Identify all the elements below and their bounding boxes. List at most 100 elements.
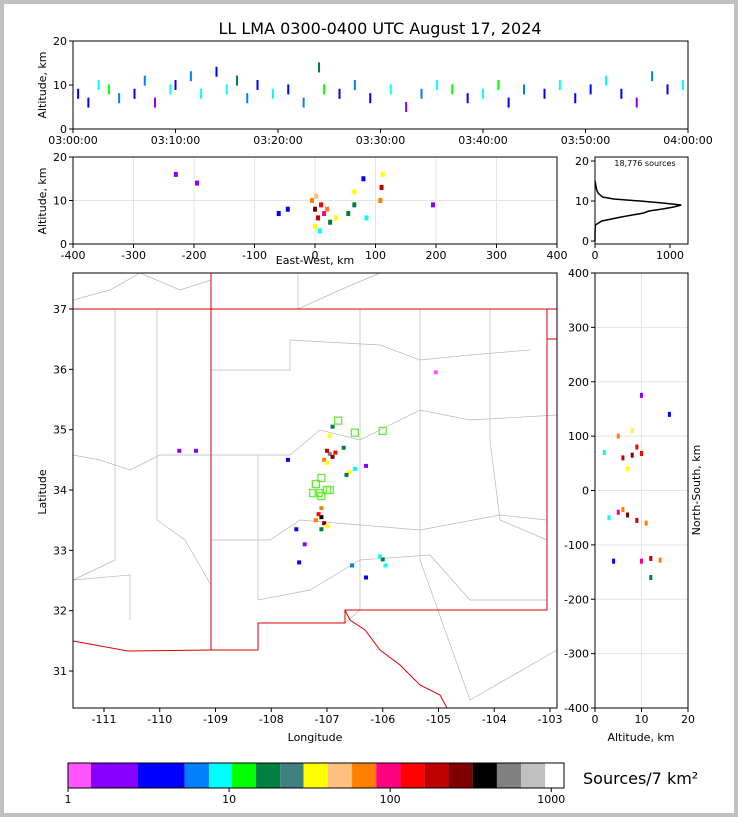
y-tick-label: 33 (53, 544, 67, 557)
source-pixel (107, 84, 110, 95)
source-pixel (87, 97, 90, 108)
county-line (297, 272, 381, 310)
colorbar-segment (521, 763, 546, 788)
x-tick-label: 10 (635, 713, 649, 726)
source-pixel (77, 88, 80, 99)
y-axis-label: Altitude, km (36, 51, 49, 118)
source-pixel (361, 176, 366, 182)
y-tick-label: -200 (564, 593, 589, 606)
station (308, 488, 318, 498)
source-pixel (319, 202, 324, 208)
source-pixel (378, 198, 383, 203)
source-pixel (143, 75, 146, 86)
source-pixel (616, 433, 620, 439)
source-pixel (433, 370, 438, 375)
source-pixel (364, 463, 369, 468)
x-tick-label: 03:40:00 (458, 134, 507, 147)
source-pixel (364, 215, 369, 221)
source-pixel (294, 527, 299, 532)
x-tick-label: 200 (426, 249, 447, 262)
y-tick-label: 34 (53, 484, 67, 497)
source-pixel (327, 451, 332, 456)
source-pixel (154, 97, 156, 108)
source-pixel (193, 448, 198, 453)
source-pixel (302, 97, 305, 108)
source-pixel (630, 428, 634, 434)
x-tick-label: 100 (365, 249, 386, 262)
source-pixel (322, 457, 327, 462)
source-pixel (380, 557, 385, 562)
source-pixel (651, 71, 654, 82)
source-pixel (658, 557, 662, 563)
source-pixel (344, 472, 349, 477)
plot-frame (594, 272, 689, 709)
source-pixel (341, 445, 346, 450)
colorbar-segment (545, 763, 564, 788)
source-pixel (379, 184, 384, 190)
x-tick-label: -107 (315, 713, 340, 726)
x-tick-label: 03:10:00 (151, 134, 200, 147)
colorbar-segment (472, 763, 497, 788)
y-axis-label: North-South, km (690, 445, 703, 536)
y-tick-label: 20 (575, 155, 589, 168)
source-pixel (317, 228, 322, 234)
x-tick-label: 1 (65, 793, 72, 806)
source-pixel (319, 506, 324, 511)
source-pixel (630, 452, 634, 458)
x-tick-label: 03:20:00 (253, 134, 302, 147)
source-pixel (324, 448, 329, 453)
source-pixel (338, 88, 341, 99)
source-pixel (325, 206, 330, 212)
station (317, 491, 326, 501)
source-pixel (405, 102, 408, 112)
x-tick-label: 04:00:00 (663, 134, 712, 147)
source-pixel (215, 66, 218, 77)
county-line (72, 409, 558, 471)
colorbar-segment (256, 763, 281, 788)
source-pixel (97, 80, 100, 90)
colorbar-segment (303, 763, 328, 788)
source-pixel (350, 563, 355, 568)
altitude-histogram (594, 180, 682, 241)
y-axis-label: Latitude (36, 469, 49, 515)
y-tick-label: 0 (60, 238, 67, 251)
source-pixel (319, 515, 324, 520)
source-pixel (649, 575, 653, 580)
x-tick-label: 1000 (656, 249, 684, 262)
x-tick-label: 300 (486, 249, 507, 262)
source-pixel (313, 224, 317, 230)
colorbar-segment (208, 763, 232, 788)
y-tick-label: 200 (568, 376, 589, 389)
colorbar-segment (448, 763, 473, 788)
source-pixel (319, 527, 324, 532)
source-pixel (612, 558, 616, 564)
station (378, 426, 387, 436)
station (311, 479, 320, 489)
source-pixel (640, 451, 643, 457)
source-pixel (225, 84, 228, 95)
y-tick-label: 37 (53, 303, 67, 316)
source-pixel (334, 215, 339, 221)
x-axis-label: Longitude (288, 731, 343, 744)
source-pixel (133, 88, 136, 99)
source-pixel (635, 517, 639, 523)
y-tick-label: 20 (53, 35, 67, 48)
source-pixel (466, 93, 469, 104)
source-pixel (558, 80, 561, 90)
x-tick-label: -100 (242, 249, 267, 262)
source-pixel (369, 93, 372, 104)
source-pixel (324, 460, 329, 465)
x-tick-label: 100 (380, 793, 401, 806)
x-tick-label: 0 (592, 713, 599, 726)
source-pixel (173, 171, 178, 177)
x-tick-label: -106 (370, 713, 395, 726)
y-tick-label: 20 (53, 151, 67, 164)
source-pixel (346, 211, 351, 217)
source-pixel (313, 206, 317, 212)
source-pixel (327, 433, 332, 438)
source-pixel (318, 62, 320, 73)
source-pixel (377, 554, 382, 559)
source-pixel (246, 93, 249, 104)
colorbar-label: Sources/7 km² (583, 769, 698, 788)
source-pixel (330, 454, 335, 459)
